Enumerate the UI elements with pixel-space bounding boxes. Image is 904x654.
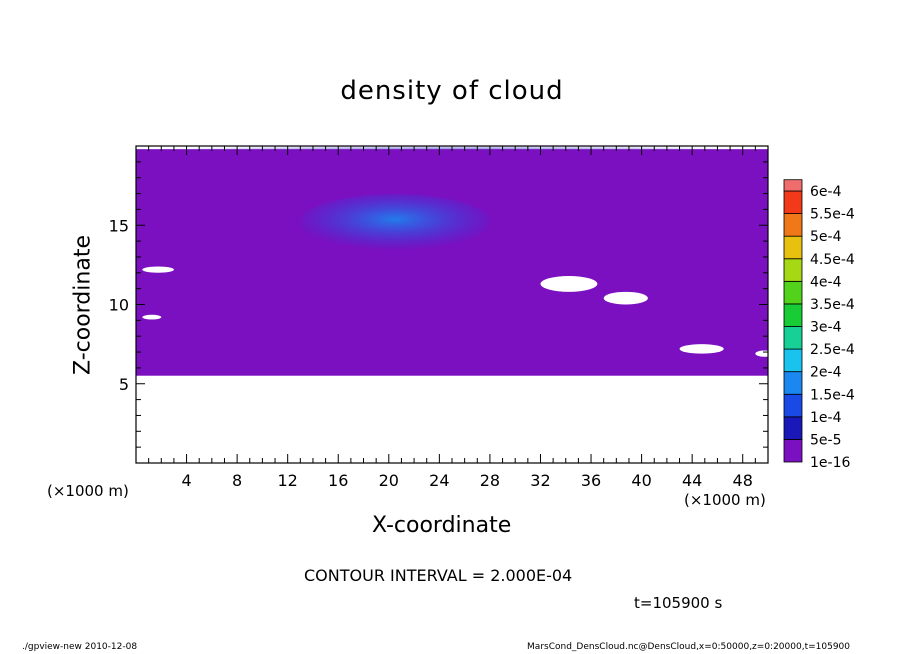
- y-axis-label: Z-coordinate: [70, 235, 96, 375]
- y-tick-label: 5: [119, 375, 129, 394]
- no-data-hole: [142, 314, 162, 320]
- colorbar-label: 6e-4: [810, 184, 842, 200]
- x-tick-label: 32: [530, 471, 550, 490]
- x-tick-label: 48: [733, 471, 753, 490]
- footer-program-date: ./gpview-new 2010-12-08: [22, 642, 138, 652]
- x-tick-label: 36: [581, 471, 601, 490]
- x-axis: 4 8 12 16 20 24 28 32 36 40 44 48: [148, 146, 756, 490]
- colorbar-swatch: [783, 258, 803, 282]
- colorbar-label: 5e-4: [810, 229, 842, 245]
- x-axis-unit: (×1000 m): [684, 491, 766, 509]
- x-tick-label: 4: [181, 471, 191, 490]
- colorbar-swatch: [783, 213, 803, 237]
- x-tick-label: 40: [631, 471, 651, 490]
- colorbar-label: 3.5e-4: [810, 297, 855, 313]
- chart-title: density of cloud: [340, 76, 564, 106]
- contour-interval-text: CONTOUR INTERVAL = 2.000E-04: [304, 566, 573, 585]
- colorbar-label: 4e-4: [810, 274, 842, 290]
- colorbar-swatch: [783, 190, 803, 214]
- colorbar-swatch: [783, 179, 803, 192]
- colorbar-label: 5e-5: [810, 432, 841, 448]
- colorbar-swatch: [783, 303, 803, 327]
- no-data-hole: [142, 266, 174, 273]
- no-data-hole: [679, 344, 724, 354]
- y-axis: 5 10 15: [109, 161, 768, 448]
- no-data-hole: [755, 350, 768, 357]
- footer-source: MarsCond_DensCloud.nc@DensCloud,x=0:5000…: [527, 642, 850, 652]
- colorbar-swatch: [783, 280, 803, 305]
- x-axis-label: X-coordinate: [372, 513, 512, 538]
- colorbar-swatch: [783, 371, 803, 395]
- no-data-hole: [540, 275, 598, 292]
- x-tick-label: 24: [429, 471, 449, 490]
- colorbar-label: 1e-4: [810, 410, 842, 426]
- x-tick-label: 20: [379, 471, 399, 490]
- colorbar-swatch: [783, 326, 803, 350]
- colorbar-label: 1e-16: [810, 455, 850, 471]
- x-tick-label: 28: [480, 471, 500, 490]
- colorbar-swatch: [783, 348, 803, 373]
- colorbar-swatch: [783, 393, 803, 418]
- x-tick-label: 16: [328, 471, 348, 490]
- colorbar-label: 1.5e-4: [810, 387, 855, 403]
- y-tick-label: 15: [109, 216, 129, 235]
- time-stamp: t=105900 s: [634, 594, 723, 612]
- colorbar-label: 2.5e-4: [810, 342, 855, 358]
- density-field: [136, 149, 768, 463]
- x-tick-label: 12: [278, 471, 298, 490]
- colorbar-label: 3e-4: [810, 320, 842, 336]
- no-data-hole: [603, 291, 648, 305]
- x-tick-label: 44: [682, 471, 702, 490]
- colorbar-swatch: [783, 416, 803, 440]
- y-tick-label: 10: [109, 296, 129, 315]
- colorbar: 1e-16 5e-5 1e-4 1.5e-4 2e-4 2.5e-4 3e-4 3.5e-4 4…: [783, 179, 855, 471]
- colorbar-swatch: [783, 235, 803, 260]
- density-background-region: [136, 149, 768, 376]
- colorbar-label: 2e-4: [810, 365, 842, 381]
- y-axis-unit: (×1000 m): [47, 482, 129, 500]
- x-tick-label: 8: [232, 471, 242, 490]
- no-data-region: [136, 375, 768, 463]
- cloud-core-highlight: [300, 194, 491, 251]
- colorbar-label: 4.5e-4: [810, 252, 855, 268]
- colorbar-swatch: [783, 439, 803, 463]
- colorbar-label: 5.5e-4: [810, 207, 855, 223]
